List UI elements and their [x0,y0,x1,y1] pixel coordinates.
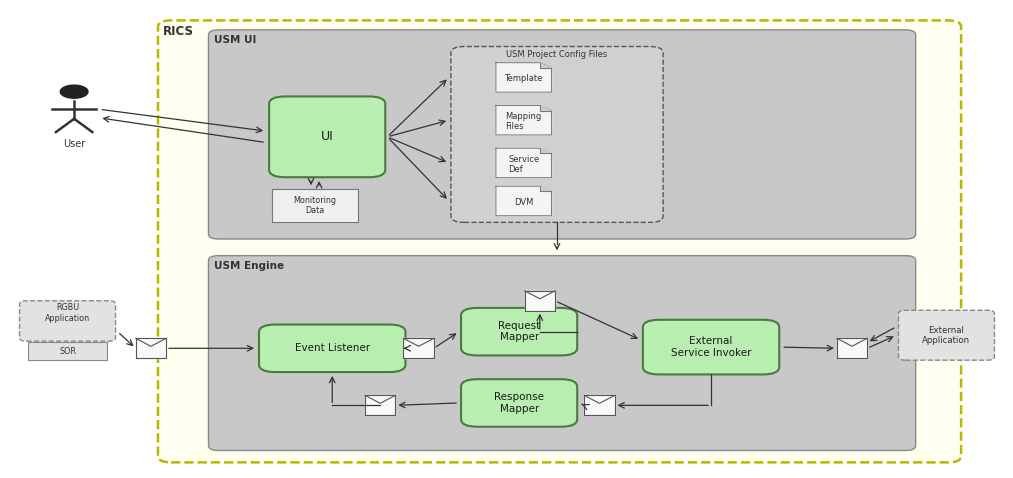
Polygon shape [837,338,867,358]
FancyBboxPatch shape [451,46,664,222]
Text: Response
Mapper: Response Mapper [494,392,544,414]
Polygon shape [136,338,166,358]
Text: Template: Template [504,75,543,83]
Text: External
Application: External Application [923,326,970,345]
Polygon shape [540,63,551,68]
Text: Service
Def: Service Def [509,155,539,174]
Text: SOR: SOR [59,347,76,356]
FancyBboxPatch shape [209,256,916,450]
Polygon shape [540,106,551,111]
Text: RGBU
Application: RGBU Application [45,303,90,323]
FancyBboxPatch shape [259,325,405,372]
Text: Event Listener: Event Listener [295,343,370,353]
Text: DVM: DVM [514,198,534,207]
Text: Mapping
Files: Mapping Files [505,112,542,131]
Polygon shape [540,148,551,153]
Polygon shape [496,63,551,92]
Text: External
Service Invoker: External Service Invoker [671,337,752,358]
FancyBboxPatch shape [461,308,577,356]
Polygon shape [496,186,551,216]
FancyBboxPatch shape [899,310,995,360]
Polygon shape [403,338,434,358]
Text: Monitoring
Data: Monitoring Data [294,196,336,216]
Text: RICS: RICS [163,25,194,38]
Polygon shape [496,148,551,178]
FancyBboxPatch shape [209,30,916,239]
FancyBboxPatch shape [461,379,577,427]
Polygon shape [365,395,395,415]
Text: USM Engine: USM Engine [214,261,284,272]
FancyBboxPatch shape [269,97,385,177]
Text: USM Project Config Files: USM Project Config Files [506,50,608,59]
Polygon shape [585,395,615,415]
FancyBboxPatch shape [158,21,961,462]
Text: USM UI: USM UI [214,34,256,44]
Polygon shape [525,291,555,311]
Polygon shape [496,106,551,135]
Text: Request
Mapper: Request Mapper [498,321,540,342]
Polygon shape [61,85,88,98]
Text: UI: UI [321,130,333,143]
Text: User: User [63,139,85,149]
Bar [272,189,358,222]
Polygon shape [540,186,551,192]
FancyBboxPatch shape [19,301,115,341]
Bar [27,342,107,360]
FancyBboxPatch shape [643,320,779,374]
